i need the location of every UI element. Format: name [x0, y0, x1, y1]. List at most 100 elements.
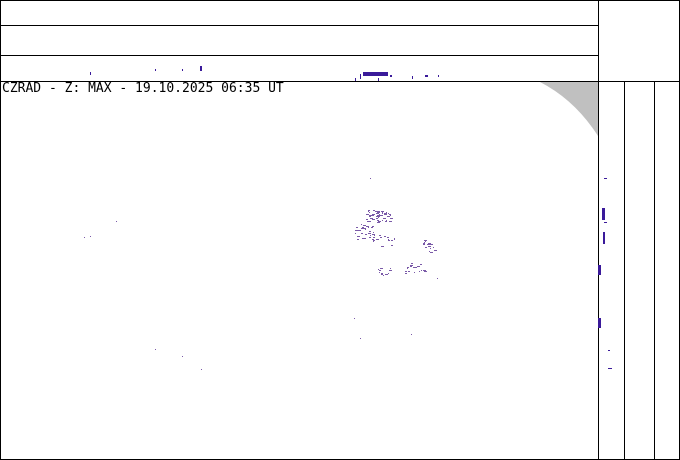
echo-pixel [378, 221, 381, 222]
echo-pixel [84, 237, 85, 238]
echo-pixel [602, 208, 605, 220]
echo-pixel [379, 214, 380, 215]
echo-pixel [382, 213, 383, 214]
out-of-range-area [540, 82, 598, 136]
echo-pixel [362, 238, 364, 239]
echo-pixel [430, 248, 431, 249]
echo-pixel [365, 234, 367, 235]
echo-pixel [372, 214, 375, 215]
echo-pixel [378, 211, 380, 212]
echo-pixel [390, 218, 393, 219]
echo-pixel [425, 75, 428, 77]
echo-pixel [376, 218, 378, 219]
echo-pixel [386, 274, 387, 275]
echo-pixel [378, 78, 379, 81]
echo-pixel [361, 233, 363, 234]
echo-pixel [364, 228, 366, 229]
echo-pixel [405, 273, 407, 274]
echo-pixel [391, 240, 393, 241]
echo-pixel [366, 219, 368, 220]
echo-pixel [411, 263, 413, 264]
echo-pixel [369, 221, 371, 222]
echo-pixel [384, 218, 386, 219]
echo-pixel [368, 210, 370, 211]
echo-pixel [377, 215, 379, 216]
echo-pixel [90, 236, 91, 237]
echo-pixel [363, 225, 366, 226]
echo-pixel [420, 264, 422, 265]
echo-pixel [373, 237, 375, 238]
echo-pixel [380, 215, 383, 216]
echo-pixel [430, 252, 433, 253]
echo-pixel [381, 274, 383, 275]
echo-pixel [381, 211, 383, 212]
echo-pixel [378, 269, 379, 270]
echo-pixel [421, 270, 422, 271]
echo-pixel [423, 243, 425, 244]
echo-pixel [407, 268, 408, 269]
echo-pixel [407, 267, 409, 268]
echo-pixel [390, 268, 391, 269]
echo-pixel [410, 265, 413, 266]
echo-pixel [604, 178, 607, 179]
echo-pixel [423, 270, 426, 271]
echo-pixel [419, 271, 420, 272]
echo-pixel [372, 219, 375, 220]
echo-pixel [375, 211, 378, 212]
echo-pixel [360, 74, 361, 79]
echo-pixel [386, 212, 387, 213]
echo-pixel [391, 245, 393, 246]
echo-pixel [419, 266, 420, 267]
echo-pixel [394, 238, 395, 239]
echo-pixel [388, 213, 389, 214]
echo-pixel [384, 236, 386, 237]
echo-pixel [598, 318, 601, 328]
echo-pixel [357, 236, 360, 237]
echo-pixel [360, 230, 361, 231]
echo-pixel [155, 69, 156, 71]
echo-pixel [384, 214, 387, 215]
echo-pixel [598, 265, 601, 275]
echo-pixel [430, 244, 433, 245]
echo-pixel [370, 218, 373, 219]
echo-pixel [383, 275, 384, 276]
echo-pixel [368, 211, 369, 212]
echo-pixel [357, 239, 359, 240]
echo-pixel [354, 318, 355, 319]
echo-pixel [387, 216, 388, 217]
echo-pixel [425, 247, 427, 248]
echo-pixel [434, 250, 437, 251]
echo-pixel [366, 226, 369, 227]
echo-pixel [428, 243, 431, 244]
echo-pixel [355, 78, 356, 81]
echo-pixel [363, 72, 388, 76]
echo-pixel [381, 246, 384, 247]
echo-pixel [382, 220, 383, 221]
echo-pixel [384, 213, 387, 214]
echo-pixel [376, 213, 379, 214]
echo-pixel [380, 237, 382, 238]
echo-pixel [377, 212, 380, 213]
echo-pixel [388, 216, 390, 217]
echo-pixel [389, 221, 392, 222]
echo-pixel [428, 246, 431, 247]
echo-pixel [376, 239, 379, 240]
echo-pixel [383, 218, 384, 219]
echo-pixel [390, 75, 392, 77]
echo-pixel [200, 66, 202, 71]
echo-pixel [366, 214, 368, 215]
echo-pixel [356, 230, 359, 231]
echo-pixel [389, 240, 390, 241]
radar-title: CZRAD - Z: MAX - 19.10.2025 06:35 UT [2, 81, 284, 96]
echo-pixel [405, 271, 407, 272]
echo-pixel [414, 272, 415, 273]
echo-pixel [362, 227, 364, 228]
echo-pixel [373, 232, 374, 233]
echo-pixel [412, 76, 413, 79]
echo-pixel [378, 215, 381, 216]
echo-pixel [373, 234, 375, 235]
echo-pixel [377, 222, 380, 223]
echo-pixel [379, 270, 381, 271]
echo-pixel [429, 251, 430, 252]
